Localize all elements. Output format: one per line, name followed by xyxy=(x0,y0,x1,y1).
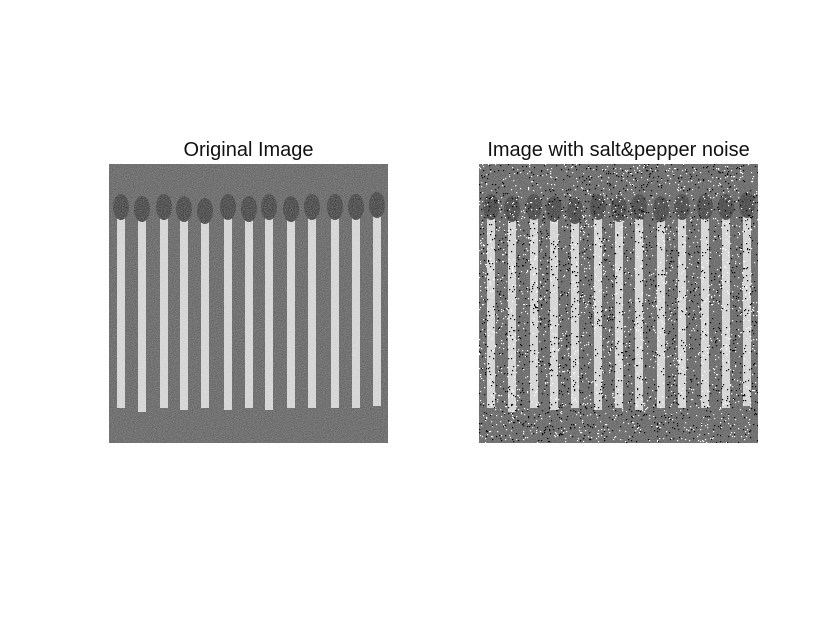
matchstick-head xyxy=(327,194,343,220)
matchstick-head xyxy=(697,194,713,220)
matchstick-head xyxy=(504,196,520,222)
original-image xyxy=(109,164,388,443)
matchstick-head xyxy=(674,194,690,220)
original-image-panel: Original Image xyxy=(109,138,388,444)
matchstick xyxy=(550,214,558,410)
matchstick xyxy=(180,214,188,410)
matchsticks-photo xyxy=(109,164,388,443)
matchstick-head xyxy=(283,196,299,222)
matchstick-head xyxy=(134,196,150,222)
matchstick-head xyxy=(220,194,236,220)
matchstick xyxy=(245,214,253,408)
matchstick xyxy=(508,214,516,412)
matchstick-head xyxy=(631,194,647,220)
matchstick xyxy=(487,212,495,408)
matchstick xyxy=(224,212,232,410)
matchstick xyxy=(138,214,146,412)
matchstick xyxy=(635,212,643,410)
matchstick xyxy=(160,212,168,408)
matchstick xyxy=(701,212,709,408)
matchstick xyxy=(265,212,273,410)
matchstick-head xyxy=(156,194,172,220)
noisy-image-panel: Image with salt&pepper noise xyxy=(479,138,758,444)
matchstick xyxy=(308,212,316,408)
matchstick xyxy=(743,210,751,406)
noisy-image xyxy=(479,164,758,443)
matchstick-head xyxy=(113,194,129,220)
matchstick-head xyxy=(304,194,320,220)
matchstick-head xyxy=(176,196,192,222)
matchstick xyxy=(373,210,381,406)
matchstick-head xyxy=(261,194,277,220)
matchstick xyxy=(615,214,623,408)
matchstick xyxy=(117,212,125,408)
matchstick xyxy=(571,216,579,408)
matchstick xyxy=(594,212,602,410)
matchstick-head xyxy=(739,192,755,218)
matchstick xyxy=(331,212,339,408)
salt-pepper-noise xyxy=(479,164,758,443)
original-image-title: Original Image xyxy=(183,139,314,161)
matchstick xyxy=(352,212,360,408)
matchstick xyxy=(287,214,295,408)
matchstick-head xyxy=(526,194,542,220)
matchstick-head xyxy=(241,196,257,222)
matchstick-head xyxy=(197,198,213,224)
matchstick xyxy=(657,214,665,408)
matchstick-head xyxy=(348,194,364,220)
matchsticks-photo-noisy xyxy=(479,164,758,443)
matchstick-head xyxy=(369,192,385,218)
matchstick xyxy=(201,216,209,408)
noisy-image-title: Image with salt&pepper noise xyxy=(487,139,750,161)
matchstick-head xyxy=(546,196,562,222)
matchstick xyxy=(530,212,538,408)
